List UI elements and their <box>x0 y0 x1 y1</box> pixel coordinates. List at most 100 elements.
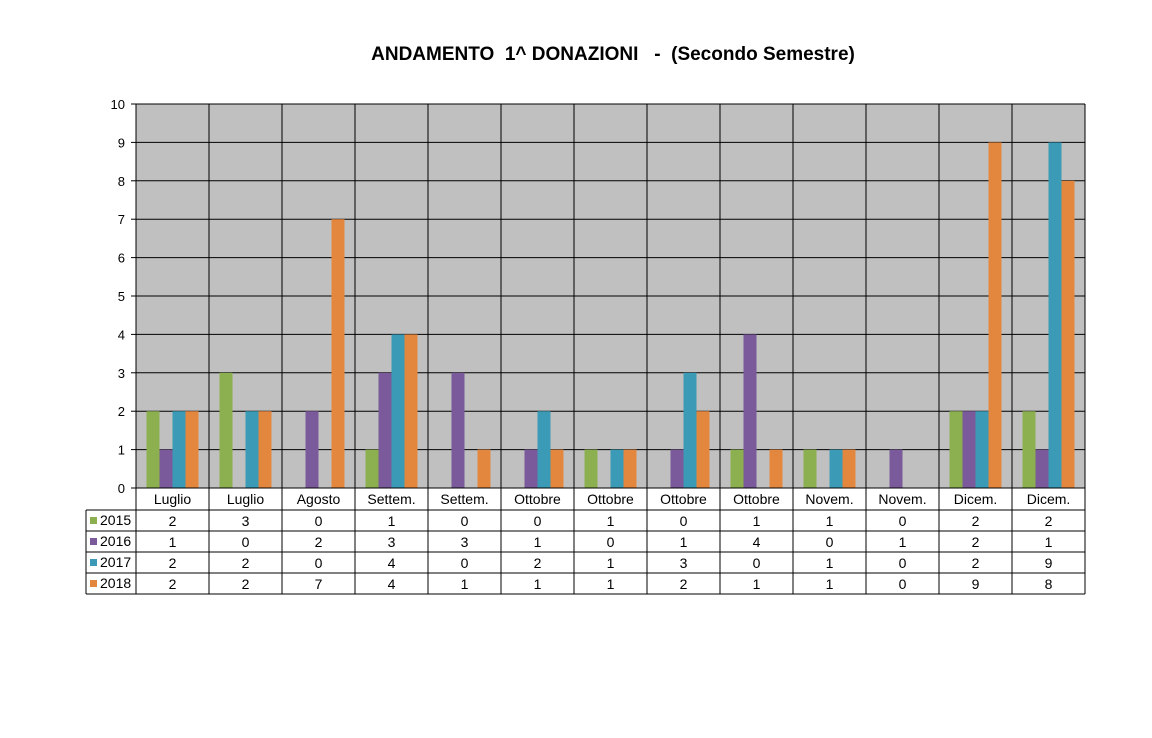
bar-2018 <box>1061 180 1075 489</box>
data-label: 2 <box>972 534 980 550</box>
category-label: Luglio <box>227 491 265 507</box>
data-label: 1 <box>899 534 907 550</box>
data-label: 0 <box>534 513 542 529</box>
bar-2016 <box>524 449 538 488</box>
bar-2016 <box>159 449 173 488</box>
category-label: Dicem. <box>954 491 998 507</box>
category-label: Settem. <box>440 491 488 507</box>
data-label: 9 <box>1045 555 1053 571</box>
data-label: 4 <box>388 576 396 592</box>
bar-2016 <box>305 411 319 488</box>
data-label: 2 <box>315 534 323 550</box>
bar-2017 <box>683 372 697 488</box>
data-label: 1 <box>826 555 834 571</box>
bar-2017 <box>975 411 989 488</box>
bar-2018 <box>623 449 637 488</box>
bar-2016 <box>962 411 976 488</box>
data-label: 2 <box>972 513 980 529</box>
data-label: 8 <box>1045 576 1053 592</box>
data-label: 2 <box>242 576 250 592</box>
category-label: Dicem. <box>1027 491 1071 507</box>
y-tick-label: 6 <box>118 251 125 266</box>
data-label: 0 <box>753 555 761 571</box>
y-tick-label: 7 <box>118 212 125 227</box>
data-label: 0 <box>826 534 834 550</box>
data-label: 0 <box>607 534 615 550</box>
bar-2015 <box>730 449 744 488</box>
data-label: 7 <box>315 576 323 592</box>
bar-2015 <box>803 449 817 488</box>
data-label: 2 <box>169 576 177 592</box>
bar-2016 <box>743 334 757 488</box>
bar-2018 <box>550 449 564 488</box>
y-tick-label: 8 <box>118 174 125 189</box>
legend-key-2018 <box>90 580 97 587</box>
data-label: 2 <box>680 576 688 592</box>
data-label: 2 <box>242 555 250 571</box>
bar-2017 <box>391 334 405 488</box>
data-label: 0 <box>899 576 907 592</box>
data-label: 2 <box>169 555 177 571</box>
category-label: Ottobre <box>514 491 561 507</box>
category-label: Luglio <box>154 491 192 507</box>
y-tick-label: 3 <box>118 366 125 381</box>
data-label: 0 <box>315 555 323 571</box>
data-label: 1 <box>607 513 615 529</box>
category-label: Novem. <box>878 491 926 507</box>
category-label: Ottobre <box>733 491 780 507</box>
bar-2017 <box>1048 142 1062 488</box>
bar-2018 <box>331 219 345 488</box>
category-label: Ottobre <box>660 491 707 507</box>
legend-key-2016 <box>90 538 97 545</box>
bar-2018 <box>477 449 491 488</box>
data-label: 0 <box>899 555 907 571</box>
chart-title: ANDAMENTO 1^ DONAZIONI - (Secondo Semest… <box>371 44 855 65</box>
data-label: 1 <box>826 576 834 592</box>
legend-label: 2017 <box>100 554 131 570</box>
data-label: 3 <box>388 534 396 550</box>
data-label: 2 <box>169 513 177 529</box>
data-label: 4 <box>388 555 396 571</box>
bar-2015 <box>146 411 160 488</box>
bar-2018 <box>185 411 199 488</box>
data-label: 1 <box>1045 534 1053 550</box>
legend-label: 2018 <box>100 575 131 591</box>
data-label: 2 <box>1045 513 1053 529</box>
bar-2018 <box>696 411 710 488</box>
data-label: 3 <box>461 534 469 550</box>
data-label: 0 <box>899 513 907 529</box>
data-label: 3 <box>680 555 688 571</box>
bar-2017 <box>829 449 843 488</box>
data-label: 9 <box>972 576 980 592</box>
legend-label: 2016 <box>100 533 131 549</box>
data-label: 4 <box>753 534 761 550</box>
y-tick-label: 5 <box>118 289 125 304</box>
data-label: 2 <box>972 555 980 571</box>
bar-2016 <box>1035 449 1049 488</box>
data-label: 0 <box>315 513 323 529</box>
y-tick-label: 4 <box>118 327 125 342</box>
category-label: Agosto <box>297 491 341 507</box>
bar-2018 <box>988 142 1002 488</box>
data-label: 2 <box>534 555 542 571</box>
bar-2016 <box>670 449 684 488</box>
legend-key-2015 <box>90 517 97 524</box>
bar-2015 <box>1022 411 1036 488</box>
bar-2015 <box>219 372 233 488</box>
bar-2018 <box>842 449 856 488</box>
data-label: 1 <box>753 513 761 529</box>
legend-label: 2015 <box>100 512 131 528</box>
bar-2016 <box>889 449 903 488</box>
bar-2018 <box>258 411 272 488</box>
data-label: 1 <box>607 555 615 571</box>
bar-2015 <box>365 449 379 488</box>
bar-2018 <box>769 449 783 488</box>
bar-2017 <box>610 449 624 488</box>
bar-2015 <box>949 411 963 488</box>
category-label: Settem. <box>367 491 415 507</box>
data-label: 1 <box>753 576 761 592</box>
bar-2015 <box>584 449 598 488</box>
bar-2017 <box>245 411 259 488</box>
